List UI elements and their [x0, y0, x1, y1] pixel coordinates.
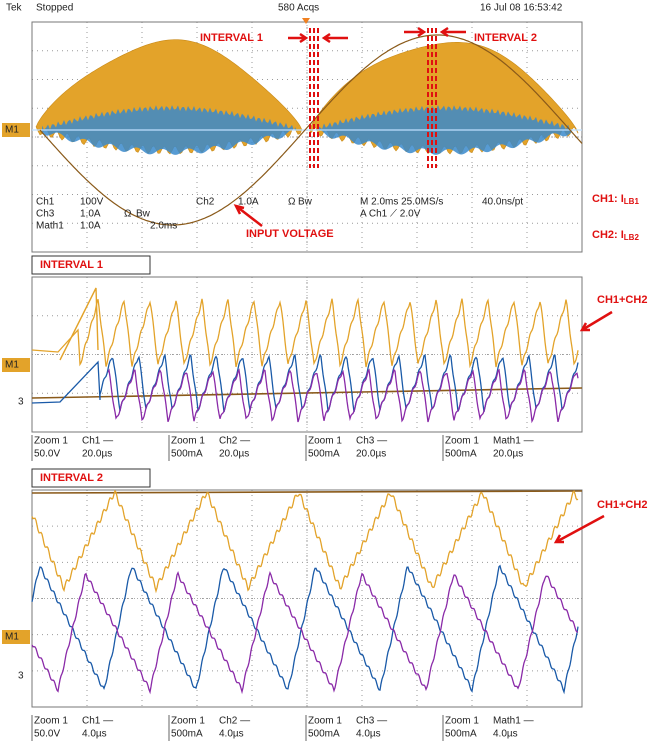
readout: 4.0µs	[219, 729, 244, 740]
annotation: INPUT VOLTAGE	[246, 228, 334, 240]
readout: Ch2	[196, 197, 215, 208]
readout: 500mA	[308, 449, 340, 460]
acquisitions: 580 Acqs	[278, 3, 319, 14]
readout: Zoom 1	[171, 436, 205, 447]
readout: 50.0V	[34, 449, 60, 460]
brand: Tek	[6, 3, 23, 14]
readout: 1.0A	[80, 209, 101, 220]
readout: 40.0ns/pt	[482, 197, 523, 208]
readout: M 2.0ms 25.0MS/s	[360, 197, 443, 208]
annotation: CH1+CH2	[597, 294, 647, 306]
readout: 20.0µs	[493, 449, 523, 460]
readout: Math1 —	[493, 716, 534, 727]
legend-entry: CH1: ILB1	[592, 193, 639, 206]
arrow	[582, 312, 612, 330]
readout: Ch2 —	[219, 716, 250, 727]
readout: 20.0µs	[356, 449, 386, 460]
readout: Zoom 1	[445, 436, 479, 447]
readout: Ch1 —	[82, 716, 113, 727]
readout: Math1	[36, 221, 64, 232]
panel-title: INTERVAL 2	[40, 472, 103, 484]
readout: 100V	[80, 197, 104, 208]
readout: 20.0µs	[82, 449, 112, 460]
status: Stopped	[36, 3, 73, 14]
readout: Bw	[298, 197, 313, 208]
readout: 4.0µs	[493, 729, 518, 740]
readout: Zoom 1	[445, 716, 479, 727]
annotation: CH1+CH2	[597, 499, 647, 511]
readout: Ch1 —	[82, 436, 113, 447]
readout: 4.0µs	[82, 729, 107, 740]
timestamp: 16 Jul 08 16:53:42	[480, 3, 563, 14]
readout: Ω	[288, 197, 296, 208]
marker: M1	[5, 125, 19, 136]
screens: M1 INTERVAL 1 M1 3 CH1+CH2 Zoom 1 Ch1 — 50.0V 20…	[2, 18, 647, 741]
readout: Math1 —	[493, 436, 534, 447]
marker: 3	[18, 671, 24, 682]
legend-entry: CH2: ILB2	[592, 229, 639, 242]
readout: Zoom 1	[34, 716, 68, 727]
readout: 1.0A	[238, 197, 259, 208]
marker: M1	[5, 632, 19, 643]
readout: Ch3 —	[356, 436, 387, 447]
readout: Bw	[136, 209, 151, 220]
marker: 3	[18, 397, 24, 408]
readout: 500mA	[445, 449, 477, 460]
readout: Zoom 1	[34, 436, 68, 447]
readout: 4.0µs	[356, 729, 381, 740]
readout: 20.0µs	[219, 449, 249, 460]
readout: 500mA	[171, 729, 203, 740]
annotation: INTERVAL 1	[200, 32, 263, 44]
marker: M1	[5, 360, 19, 371]
readout: Zoom 1	[308, 436, 342, 447]
readout: 2.0ms	[150, 221, 177, 232]
readout: A Ch1 ⟋ 2.0V	[360, 209, 421, 220]
readout: Zoom 1	[171, 716, 205, 727]
readout: Ch2 —	[219, 436, 250, 447]
readout: 500mA	[171, 449, 203, 460]
annotation: INTERVAL 2	[474, 32, 537, 44]
readout: 500mA	[308, 729, 340, 740]
readout: Ω	[124, 209, 132, 220]
readout: 50.0V	[34, 729, 60, 740]
oscilloscope-capture: Tek Stopped 580 Acqs 16 Jul 08 16:53:42 …	[0, 0, 660, 747]
readout: Ch3 —	[356, 716, 387, 727]
panel-title: INTERVAL 1	[40, 259, 103, 271]
readout: Ch1	[36, 197, 55, 208]
readout: 1.0A	[80, 221, 101, 232]
readout: Ch3	[36, 209, 55, 220]
readout: Zoom 1	[308, 716, 342, 727]
readout: 500mA	[445, 729, 477, 740]
